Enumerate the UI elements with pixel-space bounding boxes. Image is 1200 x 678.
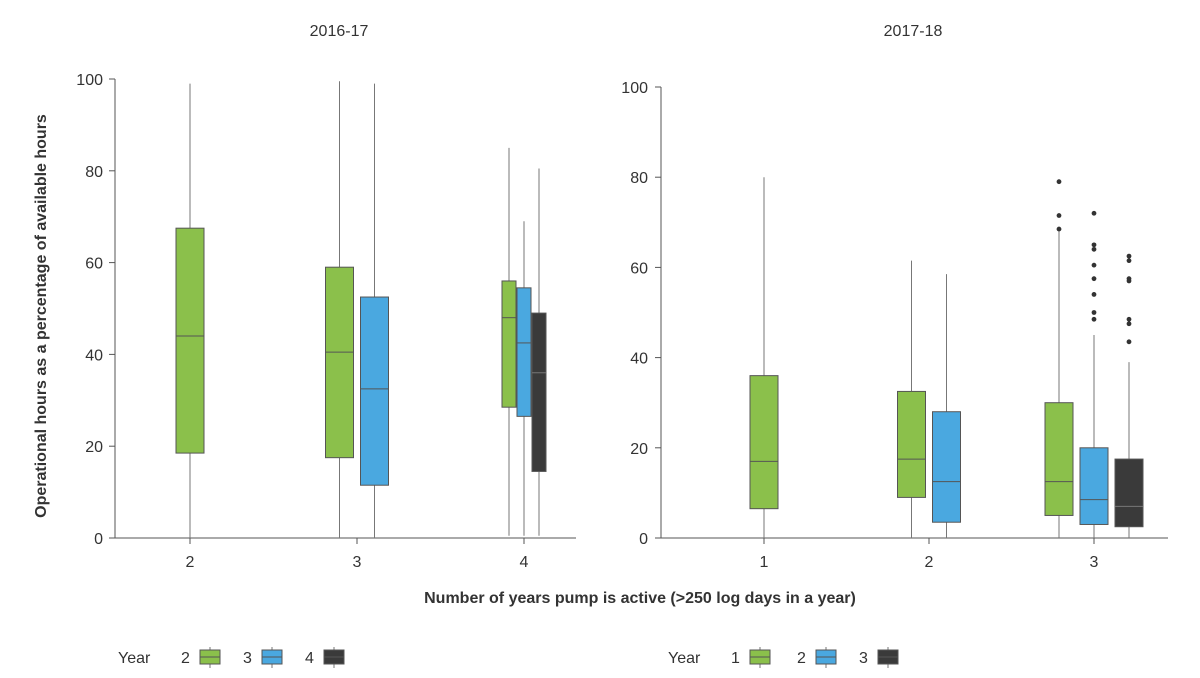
x-tick-label: 3 bbox=[1090, 554, 1099, 571]
y-tick-label: 0 bbox=[639, 531, 648, 548]
box-3-2 bbox=[325, 266, 354, 459]
x-tick-label: 2 bbox=[925, 554, 934, 571]
box-3-1 bbox=[1044, 402, 1074, 516]
x-tick-label: 1 bbox=[760, 554, 769, 571]
legend-label-1: 1 bbox=[731, 650, 740, 667]
panel-0: 0 20 40 60 80 100 2 3 4 2 3 4 bbox=[76, 72, 576, 668]
legend-title-right: Year bbox=[668, 650, 701, 667]
outlier-point bbox=[1056, 213, 1062, 218]
outlier-point bbox=[1091, 276, 1097, 282]
x-axis-label: Number of years pump is active (>250 log… bbox=[424, 590, 856, 607]
legend-label-3: 3 bbox=[859, 650, 868, 667]
y-tick-label: 100 bbox=[76, 72, 103, 89]
outlier-point bbox=[1126, 258, 1132, 264]
legend-label-4: 4 bbox=[305, 650, 314, 667]
outlier-point bbox=[1091, 292, 1097, 297]
outlier-point bbox=[1126, 276, 1132, 282]
y-tick-label: 40 bbox=[630, 351, 648, 368]
y-tick-label: 60 bbox=[85, 256, 103, 273]
outlier-point bbox=[1091, 316, 1097, 322]
outlier-point bbox=[1056, 179, 1062, 185]
box-3-3 bbox=[360, 296, 389, 486]
box-4-2 bbox=[501, 280, 517, 408]
outlier-point bbox=[1091, 310, 1097, 315]
y-axis-label: Operational hours as a percentage of ava… bbox=[33, 114, 50, 518]
panel-title-right: 2017-18 bbox=[884, 23, 943, 40]
legend-label-2: 2 bbox=[181, 650, 190, 667]
outlier-point bbox=[1091, 262, 1097, 268]
y-tick-label: 40 bbox=[85, 347, 103, 364]
box-3-3 bbox=[1114, 458, 1144, 528]
y-tick-label: 0 bbox=[94, 531, 103, 548]
x-tick-label: 3 bbox=[353, 554, 362, 571]
y-tick-label: 100 bbox=[621, 80, 648, 97]
box-1-1 bbox=[749, 375, 779, 510]
x-tick-label: 2 bbox=[186, 554, 195, 571]
box-4-4 bbox=[531, 312, 547, 472]
legend-label-2: 2 bbox=[797, 650, 806, 667]
outlier-point bbox=[1126, 253, 1132, 259]
legend-title-left: Year bbox=[118, 650, 151, 667]
y-tick-label: 80 bbox=[85, 164, 103, 181]
panel-1: 0 20 40 60 80 100 1 2 3 1 2 3 bbox=[621, 80, 1168, 668]
y-tick-label: 60 bbox=[630, 260, 648, 277]
outlier-point bbox=[1126, 316, 1132, 322]
outlier-point bbox=[1091, 246, 1097, 252]
box-2-2 bbox=[175, 227, 205, 454]
y-tick-label: 20 bbox=[85, 439, 103, 456]
box-4-3 bbox=[516, 287, 532, 417]
outlier-point bbox=[1056, 226, 1062, 232]
box-3-2 bbox=[1079, 447, 1109, 525]
y-tick-label: 20 bbox=[630, 441, 648, 458]
x-tick-label: 4 bbox=[520, 554, 529, 571]
box-2-2 bbox=[932, 411, 961, 523]
panel-title-left: 2016-17 bbox=[310, 23, 369, 40]
outlier-point bbox=[1126, 339, 1132, 345]
legend-label-3: 3 bbox=[243, 650, 252, 667]
outlier-point bbox=[1091, 210, 1097, 216]
box-2-1 bbox=[897, 390, 926, 498]
outlier-point bbox=[1091, 242, 1097, 248]
y-tick-label: 80 bbox=[630, 170, 648, 187]
outlier-point bbox=[1126, 321, 1132, 327]
